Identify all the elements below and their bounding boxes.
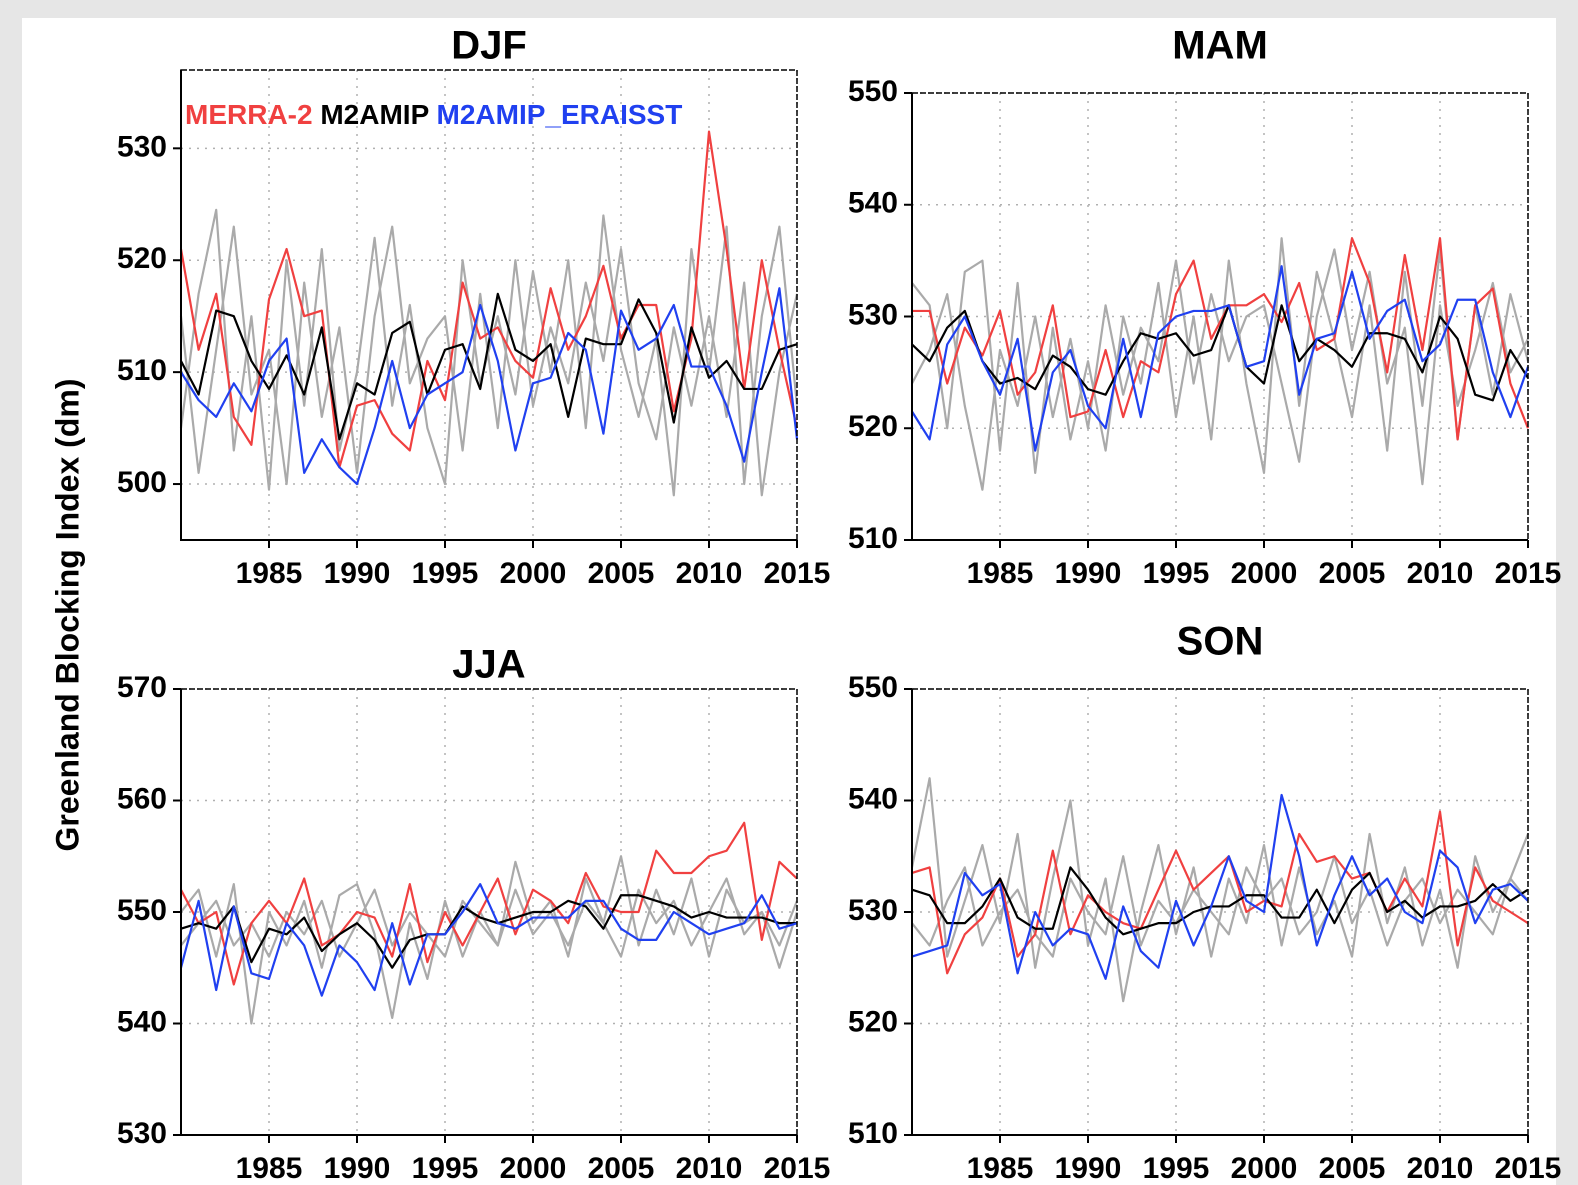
x-tick-label: 1985 [967, 557, 1034, 590]
y-tick-label: 540 [848, 782, 898, 815]
panel-title: JJA [452, 643, 525, 687]
x-tick-label: 1990 [1055, 557, 1122, 590]
series-line [179, 225, 799, 497]
y-tick-label: 520 [848, 410, 898, 443]
series-line [911, 793, 1529, 980]
y-axis-label: Greenland Blocking Index (dm) [49, 379, 85, 852]
panel-title: SON [1177, 620, 1264, 664]
y-tick-label: 550 [117, 894, 167, 927]
series-line [911, 265, 1530, 452]
y-tick-label: 510 [848, 1117, 898, 1150]
x-tick-label: 2000 [500, 1152, 567, 1185]
axis-line [180, 689, 797, 1136]
y-tick-label: 530 [117, 1117, 167, 1150]
x-tick-label: 1985 [236, 557, 303, 590]
x-tick-label: 2000 [1231, 1152, 1298, 1185]
series-line [911, 810, 1529, 975]
y-tick-label: 550 [848, 75, 898, 108]
x-tick-label: 2010 [1407, 557, 1474, 590]
x-tick-label: 1995 [412, 557, 479, 590]
y-tick-label: 510 [848, 522, 898, 555]
x-tick-label: 2000 [1231, 557, 1298, 590]
x-tick-label: 2005 [588, 557, 655, 590]
x-tick-label: 2015 [764, 557, 831, 590]
x-tick-label: 2015 [1495, 1152, 1562, 1185]
y-tick-label: 530 [117, 130, 167, 163]
series-line [911, 237, 1530, 475]
y-tick-label: 550 [848, 671, 898, 704]
x-tick-label: 2010 [1407, 1152, 1474, 1185]
series-line [910, 777, 1530, 1003]
series-line [180, 855, 799, 1025]
x-tick-label: 2005 [588, 1152, 655, 1185]
x-tick-label: 1995 [412, 1152, 479, 1185]
y-tick-label: 560 [117, 782, 167, 815]
x-tick-label: 2005 [1319, 557, 1386, 590]
y-tick-label: 500 [117, 466, 167, 499]
axis-line [911, 93, 1528, 541]
panel-title: DJF [451, 24, 527, 68]
legend-entry: M2AMIP [320, 99, 428, 130]
x-tick-label: 1995 [1143, 1152, 1210, 1185]
y-tick-label: 520 [848, 1005, 898, 1038]
series-line [179, 883, 798, 997]
x-tick-label: 2015 [1495, 557, 1562, 590]
series-line [179, 208, 799, 497]
panel-title: MAM [1172, 24, 1268, 68]
legend: MERRA-2 M2AMIP M2AMIP_ERAISST [185, 99, 682, 130]
axis-line [180, 70, 797, 541]
series-line [911, 304, 1529, 402]
series-line [180, 287, 799, 486]
axis-line [911, 689, 1528, 1136]
y-tick-label: 540 [848, 187, 898, 220]
figure-background [22, 18, 1556, 1185]
series-line [180, 292, 798, 441]
y-tick-label: 570 [117, 671, 167, 704]
y-tick-label: 510 [117, 354, 167, 387]
series-line [180, 821, 798, 986]
series-line [912, 237, 1530, 441]
x-tick-label: 2010 [676, 1152, 743, 1185]
x-tick-label: 1995 [1143, 557, 1210, 590]
legend-entry: M2AMIP_ERAISST [437, 99, 683, 130]
x-tick-label: 2015 [764, 1152, 831, 1185]
y-tick-label: 520 [117, 242, 167, 275]
x-tick-label: 1985 [967, 1152, 1034, 1185]
x-tick-label: 1990 [324, 557, 391, 590]
x-tick-label: 1985 [236, 1152, 303, 1185]
x-tick-label: 2010 [676, 557, 743, 590]
y-tick-label: 530 [848, 894, 898, 927]
x-tick-label: 2005 [1319, 1152, 1386, 1185]
x-tick-label: 2000 [500, 557, 567, 590]
y-tick-label: 540 [117, 1005, 167, 1038]
x-tick-label: 1990 [1055, 1152, 1122, 1185]
y-tick-label: 530 [848, 298, 898, 331]
x-tick-label: 1990 [324, 1152, 391, 1185]
legend-entry: MERRA-2 [185, 99, 313, 130]
